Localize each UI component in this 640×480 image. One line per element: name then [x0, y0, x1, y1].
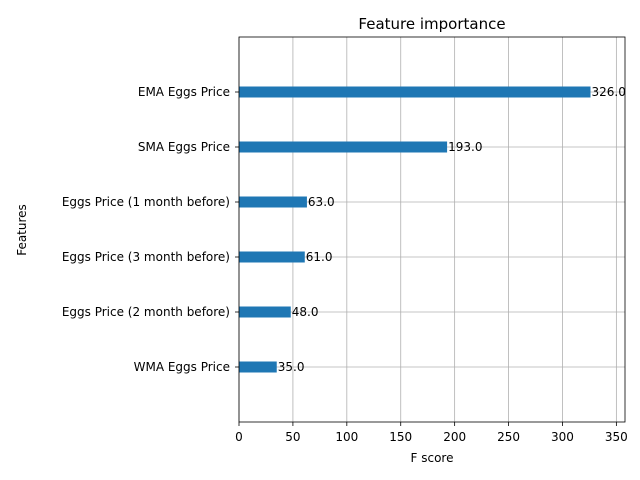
x-axis-label: F score	[411, 451, 454, 465]
y-tick-label: Eggs Price (3 month before)	[62, 250, 230, 264]
bar	[239, 86, 591, 98]
bar-value-label: 193.0	[448, 140, 482, 154]
bar	[239, 361, 277, 373]
bar-value-label: 35.0	[278, 360, 305, 374]
y-tick-label: Eggs Price (2 month before)	[62, 305, 230, 319]
x-tick-label: 250	[497, 430, 520, 444]
bars	[239, 86, 591, 373]
x-tick-label: 300	[551, 430, 574, 444]
x-tick-label: 0	[235, 430, 243, 444]
y-tick-label: EMA Eggs Price	[138, 85, 230, 99]
x-tick-label: 50	[285, 430, 300, 444]
bar	[239, 251, 305, 263]
y-axis-label: Features	[15, 204, 29, 256]
x-tick-label: 350	[605, 430, 628, 444]
x-tick-label: 100	[335, 430, 358, 444]
x-tick-label: 200	[443, 430, 466, 444]
data-labels: 35.0 48.0 61.0 63.0 193.0 326.0	[278, 85, 626, 374]
bar-value-label: 326.0	[591, 85, 625, 99]
x-tick-label: 150	[389, 430, 412, 444]
bar-value-label: 63.0	[308, 195, 335, 209]
bar	[239, 196, 307, 208]
y-axis-ticks: WMA Eggs Price Eggs Price (2 month before…	[62, 85, 239, 374]
y-tick-label: WMA Eggs Price	[134, 360, 230, 374]
plot-frame	[238, 36, 626, 423]
y-tick-label: Eggs Price (1 month before)	[62, 195, 230, 209]
chart-title: Feature importance	[358, 15, 505, 33]
bar-value-label: 48.0	[292, 305, 319, 319]
bar-value-label: 61.0	[306, 250, 333, 264]
x-axis-ticks: 0 50 100 150 200 250 300 350	[235, 422, 628, 444]
bar	[239, 141, 448, 153]
y-tick-label: SMA Eggs Price	[138, 140, 230, 154]
bar	[239, 306, 291, 318]
